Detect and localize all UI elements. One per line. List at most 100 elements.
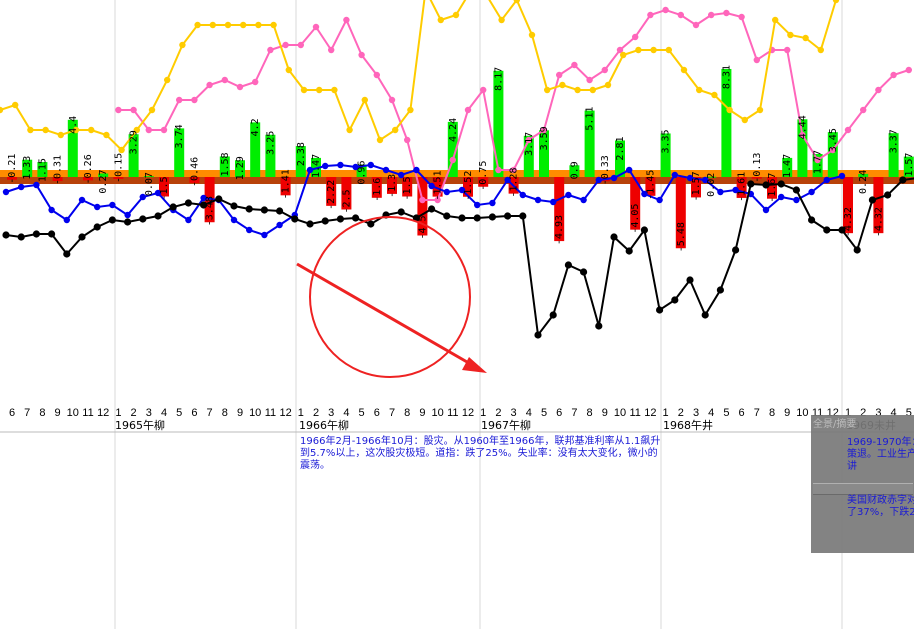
black-series-point-3 — [48, 230, 56, 238]
bar-18 — [280, 177, 291, 196]
black-series-point-40 — [610, 233, 618, 241]
pink-series-point-49 — [860, 106, 867, 114]
blue-series-point-30 — [458, 186, 466, 194]
pink-series-point-4 — [176, 96, 183, 104]
black-series-point-49 — [747, 180, 755, 188]
bar-15 — [235, 160, 245, 177]
pink-series-point-15 — [343, 16, 350, 24]
month-tick-58: 4 — [891, 407, 897, 419]
pink-series-point-22 — [449, 156, 456, 164]
black-series-point-24 — [367, 220, 375, 228]
pink-series-point-25 — [495, 166, 502, 174]
pink-series-point-48 — [844, 126, 852, 134]
bar-value-label-23: 0.96 — [357, 161, 368, 185]
month-tick-34: 4 — [526, 407, 532, 419]
pink-series-point-38 — [692, 21, 700, 29]
pink-series-point-19 — [404, 136, 411, 144]
black-series-point-56 — [853, 246, 861, 254]
year-label-0: 1965午柳 — [115, 418, 165, 432]
black-series-point-28 — [428, 205, 436, 213]
bar-2 — [37, 162, 48, 177]
bar-8 — [128, 134, 139, 177]
yellow-series-point-54 — [817, 46, 824, 54]
bar-value-label-4: 4.4 — [68, 116, 79, 134]
year-label-3: 1968午井 — [663, 418, 713, 432]
yellow-series-point-25 — [376, 136, 384, 144]
bar-value-label-24: -1.6 — [372, 178, 383, 202]
pink-series-point-47 — [829, 146, 836, 154]
bar-value-label-41: -4.05 — [630, 204, 641, 234]
bar-value-label-44: -5.48 — [676, 222, 687, 252]
blue-series-point-40 — [610, 174, 618, 182]
yellow-series-point-15 — [224, 21, 232, 29]
bar-value-label-42: -1.45 — [645, 170, 656, 200]
pink-series-point-23 — [464, 106, 472, 114]
black-series-point-9 — [139, 215, 147, 223]
blue-series-point-23 — [352, 163, 359, 171]
month-tick-14: 8 — [222, 407, 228, 419]
blue-series-point-9 — [139, 193, 146, 201]
black-series-point-30 — [458, 214, 466, 222]
month-tick-18: 12 — [279, 407, 291, 419]
black-series-point-37 — [564, 261, 573, 269]
black-series-point-47 — [716, 286, 725, 294]
bar-5 — [83, 177, 93, 181]
summary-overlay-panel[interactable]: 全景/摘要 1969-1970年：采取紧缩性政策退。工业生产下1972年经济讲 … — [811, 415, 914, 553]
pink-series-point-40 — [723, 9, 730, 17]
black-series-point-46 — [701, 311, 709, 319]
bar-value-label-55: -4.32 — [843, 207, 854, 237]
bar-value-label-16: 4.2 — [250, 118, 261, 136]
month-tick-46: 4 — [708, 407, 714, 419]
pink-series-point-34 — [632, 33, 639, 41]
bar-value-label-51: 1.47 — [782, 154, 793, 178]
blue-series-point-50 — [762, 206, 770, 214]
annotation-note: 1966年2月-1966年10月：股灾。从1960年至1966年，联邦基准利率从… — [300, 436, 661, 471]
overlay-scrollbar[interactable] — [813, 483, 913, 495]
yellow-series-point-13 — [194, 21, 201, 29]
blue-series-point-16 — [246, 226, 253, 234]
bar-42 — [645, 177, 656, 196]
pink-series-point-11 — [282, 41, 289, 49]
yellow-series-point-45 — [680, 66, 688, 74]
yellow-series-point-35 — [528, 31, 536, 39]
blue-series-point-22 — [337, 161, 344, 169]
pink-series-point-1 — [130, 106, 137, 114]
bar-value-label-9: 0.07 — [144, 172, 155, 196]
month-tick-31: 1 — [480, 407, 486, 419]
bar-value-label-50: -1.67 — [767, 173, 778, 203]
black-series-point-57 — [868, 196, 877, 204]
bar-34 — [523, 135, 534, 177]
pink-series-point-37 — [677, 11, 684, 19]
black-series-point-55 — [838, 226, 846, 234]
black-series-point-32 — [488, 213, 496, 221]
x-axis: 6 7 8 9 10 11 12 1 2 3 4 5 6 7 8 9 10 11 12 1 2 3 4 5 6 7 8 9 10 11 12… — [0, 407, 914, 433]
month-tick-36: 6 — [556, 407, 562, 419]
yellow-series-point-11 — [164, 76, 171, 84]
black-series-point-20 — [306, 220, 314, 228]
bar-32 — [493, 70, 504, 177]
month-tick-59: 5 — [906, 407, 912, 419]
yellow-series-point-6 — [88, 126, 95, 134]
pink-series-point-6 — [206, 81, 213, 89]
bar-value-labels: -0.21 1.33 1.15 -0.31 4.4 -0.26 0.27 -0.15 3.29 0… — [7, 65, 914, 252]
month-tick-5: 11 — [82, 407, 93, 419]
black-series-point-52 — [792, 186, 801, 194]
month-tick-57: 3 — [875, 407, 881, 419]
month-tick-13: 7 — [207, 407, 213, 419]
bar-37 — [569, 165, 580, 177]
bar-value-label-53: 1.77 — [813, 150, 824, 174]
black-series-point-14 — [215, 195, 223, 203]
month-tick-50: 8 — [769, 407, 775, 419]
black-series-point-33 — [504, 212, 512, 220]
bar-6 — [98, 173, 109, 177]
pink-series-point-8 — [236, 83, 244, 91]
blue-series-point-1 — [18, 183, 25, 191]
bar-59 — [903, 156, 914, 177]
blue-series-point-21 — [322, 162, 329, 170]
bar-38 — [584, 110, 595, 177]
yellow-series-point-41 — [620, 51, 627, 59]
yellow-series-point-49 — [741, 116, 748, 124]
yellow-series-point-53 — [802, 34, 809, 42]
bar-value-label-18: -1.41 — [281, 169, 292, 199]
bar-23 — [356, 164, 367, 177]
